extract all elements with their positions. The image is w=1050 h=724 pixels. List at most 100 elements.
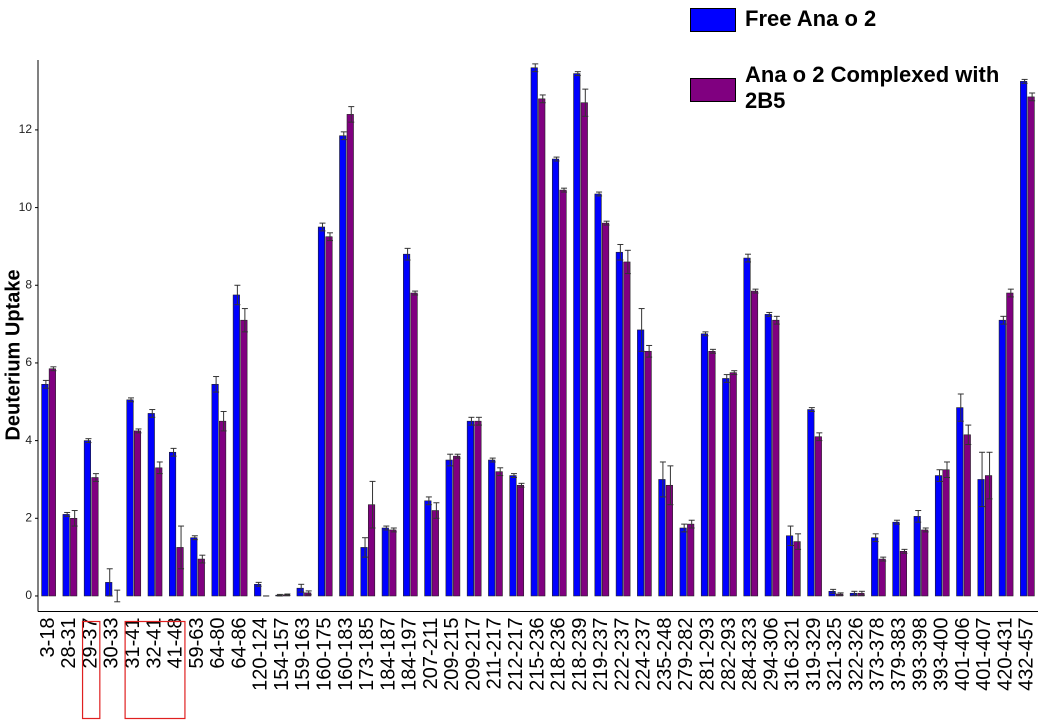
error-bar	[773, 315, 780, 325]
bar	[977, 479, 985, 597]
error-bar	[326, 232, 333, 242]
error-bar	[851, 590, 858, 596]
error-bar	[880, 556, 887, 562]
error-bar	[276, 593, 283, 597]
bar	[602, 222, 610, 597]
bar	[700, 333, 709, 597]
bar	[495, 471, 503, 597]
bar	[899, 551, 908, 597]
x-tick-label: 29-37	[79, 618, 101, 669]
bar	[211, 383, 219, 597]
bar	[70, 517, 78, 597]
error-bar	[624, 249, 631, 275]
y-tick-label: 8	[25, 277, 32, 291]
bar	[474, 420, 482, 597]
y-axis-label: Deuterium Uptake	[2, 269, 24, 440]
bar	[1027, 96, 1035, 597]
error-bar	[957, 393, 964, 422]
bar	[807, 409, 815, 597]
bar	[921, 529, 929, 597]
error-bar	[667, 465, 674, 506]
x-tick-label: 218-236	[548, 618, 570, 691]
error-bar	[369, 480, 376, 529]
bar	[530, 67, 538, 597]
error-bar	[220, 410, 227, 432]
bar	[403, 253, 411, 597]
error-bar	[454, 453, 461, 459]
error-bar	[135, 428, 142, 434]
legend-label: Free Ana o 2	[745, 6, 877, 31]
x-tick-label: 284-323	[739, 618, 761, 691]
error-bar	[425, 496, 432, 506]
error-bar	[433, 502, 440, 519]
error-bar	[688, 519, 695, 529]
x-tick-label: 59-63	[186, 618, 208, 669]
error-bar	[156, 461, 163, 475]
error-bar	[723, 374, 730, 383]
error-bar	[64, 511, 71, 517]
bar	[424, 500, 432, 597]
highlight-box	[81, 620, 101, 720]
bar	[942, 469, 950, 597]
x-tick-label: 321-325	[824, 618, 846, 691]
y-tick-label: 10	[19, 200, 33, 214]
bar	[623, 261, 631, 597]
bar	[445, 459, 453, 597]
x-tick-label: 373-378	[867, 618, 889, 691]
bar	[232, 294, 240, 597]
error-bar	[191, 535, 198, 541]
x-tick-label: 224-237	[633, 618, 655, 691]
bar	[956, 407, 964, 597]
error-bar	[71, 510, 78, 527]
bar	[317, 226, 326, 597]
bar	[871, 537, 879, 597]
x-tick-label: 64-86	[228, 618, 250, 669]
bar	[197, 558, 205, 597]
error-bar	[574, 71, 581, 77]
error-bar	[305, 590, 312, 596]
bar	[573, 73, 581, 597]
error-bar	[617, 243, 624, 261]
bar	[814, 436, 822, 597]
bar	[62, 514, 70, 597]
bar	[658, 479, 666, 597]
x-tick-label: 209-215	[441, 618, 463, 691]
bar	[665, 484, 673, 597]
bar	[254, 584, 262, 597]
error-bar	[348, 106, 355, 123]
bar	[985, 475, 993, 597]
error-bar	[50, 366, 57, 372]
error-bar	[830, 588, 837, 594]
bar	[580, 102, 588, 597]
x-tick-label: 120-124	[250, 618, 272, 691]
error-bar	[659, 461, 666, 498]
bar	[892, 521, 900, 597]
bar	[857, 592, 865, 597]
error-bar	[893, 519, 900, 525]
bar	[559, 189, 567, 597]
x-tick-label: 41-48	[165, 618, 187, 669]
x-tick-label: 160-175	[314, 618, 336, 691]
error-bar	[412, 290, 419, 296]
bar	[764, 314, 772, 597]
bar	[878, 558, 886, 597]
bar	[934, 475, 943, 597]
error-bar	[383, 525, 390, 531]
error-bar	[872, 533, 879, 543]
error-bar	[1007, 288, 1014, 298]
error-bar	[518, 482, 525, 488]
x-tick-label: 235-248	[654, 618, 676, 691]
error-bar	[808, 407, 815, 412]
error-bar	[213, 376, 220, 393]
error-bar	[390, 527, 397, 533]
x-tick-label: 401-406	[952, 618, 974, 691]
bar	[772, 319, 780, 597]
bar	[637, 329, 645, 597]
bar	[722, 378, 730, 597]
x-tick-label: 379-383	[888, 618, 910, 691]
error-bar	[936, 469, 943, 482]
bar	[190, 537, 198, 597]
error-bar	[965, 424, 972, 445]
error-bar	[986, 451, 993, 500]
bar	[516, 484, 525, 597]
